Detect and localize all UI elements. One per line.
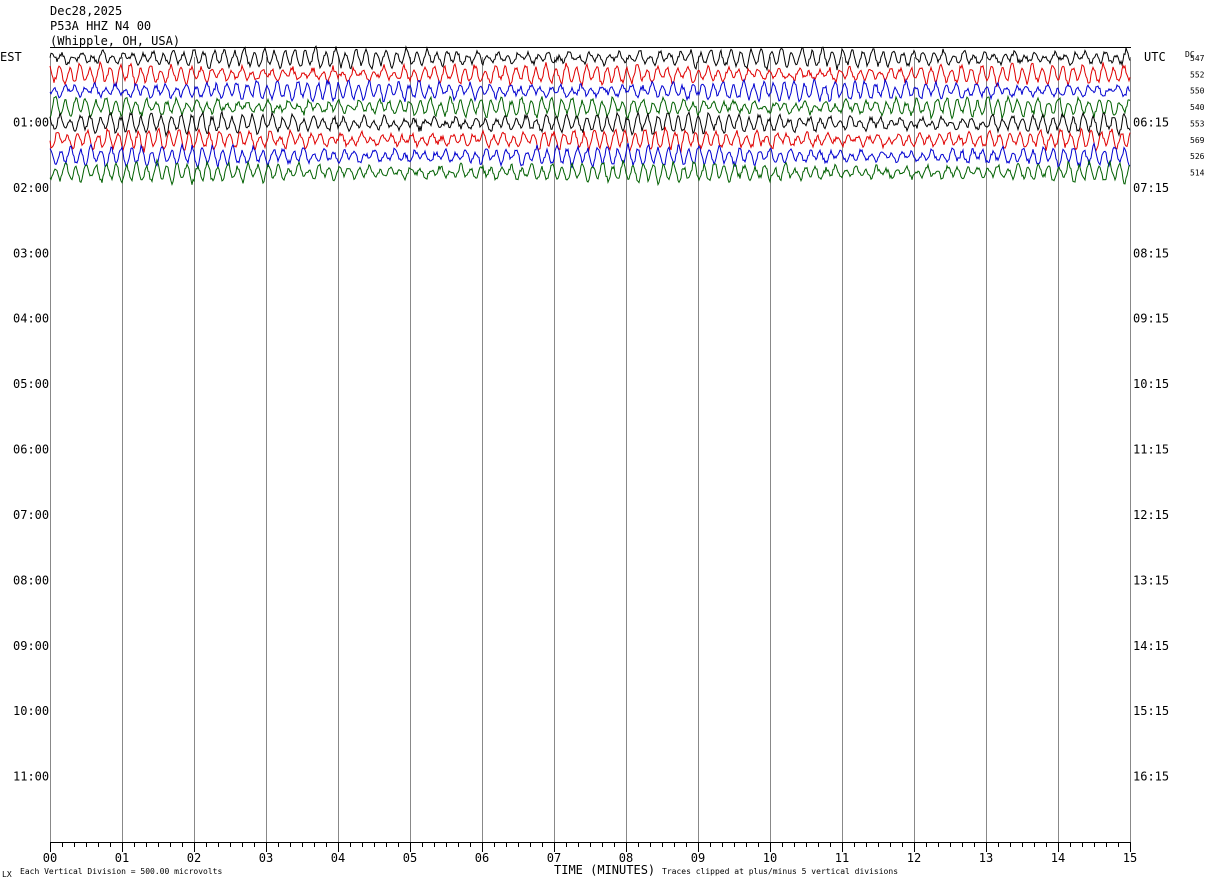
dc-value: 526 [1190, 152, 1205, 161]
utc-tick-label: 10:15 [1133, 377, 1169, 391]
est-tick-label: 09:00 [13, 639, 49, 653]
trace-row [49, 60, 1131, 88]
trace-row [49, 45, 1131, 72]
x-tick-label: 14 [1051, 851, 1065, 865]
x-tick-label: 02 [187, 851, 201, 865]
x-tick-label: 01 [115, 851, 129, 865]
utc-tick-label: 06:15 [1133, 115, 1169, 129]
trace-row [49, 158, 1131, 187]
header-date: Dec28,2025 [50, 4, 123, 18]
trace-row [49, 141, 1131, 170]
utc-axis-title: UTC [1144, 50, 1166, 64]
est-tick-label: 06:00 [13, 443, 49, 457]
footer-mark: LX [2, 870, 12, 879]
utc-tick-label: 13:15 [1133, 573, 1169, 587]
est-tick-label: 07:00 [13, 508, 49, 522]
dc-title: DC [1185, 50, 1195, 59]
division-note: Each Vertical Division = 500.00 microvol… [20, 867, 222, 876]
utc-tick-label: 11:15 [1133, 443, 1169, 457]
seismic-traces [49, 45, 1131, 187]
est-axis: 01:00 02:00 03:00 04:00 05:00 06:00 07:00 08:00… [13, 115, 49, 783]
utc-tick-label: 12:15 [1133, 508, 1169, 522]
utc-tick-label: 15:15 [1133, 704, 1169, 718]
trace-row [49, 110, 1131, 138]
x-tick-label: 13 [979, 851, 993, 865]
x-tick-label: 11 [835, 851, 849, 865]
clip-note: Traces clipped at plus/minus 5 vertical … [662, 867, 898, 876]
dc-value: 550 [1190, 87, 1205, 96]
dc-value: 540 [1190, 103, 1205, 112]
trace-row [49, 77, 1131, 103]
utc-tick-label: 09:15 [1133, 312, 1169, 326]
trace-row [49, 94, 1131, 121]
est-tick-label: 02:00 [13, 181, 49, 195]
x-tick-label: 15 [1123, 851, 1137, 865]
dc-labels: 547 552 550 540 553 569 526 514 [1190, 54, 1205, 177]
header-station: P53A HHZ N4 00 [50, 19, 152, 33]
minute-gridlines [50, 57, 1131, 842]
utc-axis: 06:15 07:15 08:15 09:15 10:15 11:15 12:15 13:15… [1133, 115, 1169, 783]
est-axis-title: EST [0, 50, 22, 64]
est-tick-label: 01:00 [13, 115, 49, 129]
header-location: (Whipple, OH, USA) [50, 34, 181, 48]
utc-tick-label: 16:15 [1133, 770, 1169, 784]
est-tick-label: 10:00 [13, 704, 49, 718]
x-tick-label: 06 [475, 851, 489, 865]
trace-row [49, 126, 1131, 154]
x-tick-label: 12 [907, 851, 921, 865]
utc-tick-label: 14:15 [1133, 639, 1169, 653]
utc-tick-label: 08:15 [1133, 246, 1169, 260]
x-tick-label: 05 [403, 851, 417, 865]
x-tick-label: 04 [331, 851, 345, 865]
x-tick-label: 07 [547, 851, 561, 865]
est-tick-label: 11:00 [13, 770, 49, 784]
x-tick-label: 03 [259, 851, 273, 865]
x-tick-label: 09 [691, 851, 705, 865]
x-tick-label: 00 [43, 851, 57, 865]
dc-value: 552 [1190, 70, 1205, 79]
dc-value: 514 [1190, 168, 1205, 177]
x-axis-title: TIME (MINUTES) [554, 863, 655, 877]
x-axis: 00 01 02 03 04 05 06 07 08 09 10 11 12 13 14 15 [43, 842, 1137, 865]
dc-value: 569 [1190, 136, 1205, 145]
x-tick-label: 08 [619, 851, 633, 865]
x-tick-label: 10 [763, 851, 777, 865]
est-tick-label: 03:00 [13, 246, 49, 260]
est-tick-label: 05:00 [13, 377, 49, 391]
est-tick-label: 04:00 [13, 312, 49, 326]
est-tick-label: 08:00 [13, 573, 49, 587]
dc-value: 547 [1190, 54, 1205, 63]
dc-value: 553 [1190, 119, 1205, 128]
utc-tick-label: 07:15 [1133, 181, 1169, 195]
